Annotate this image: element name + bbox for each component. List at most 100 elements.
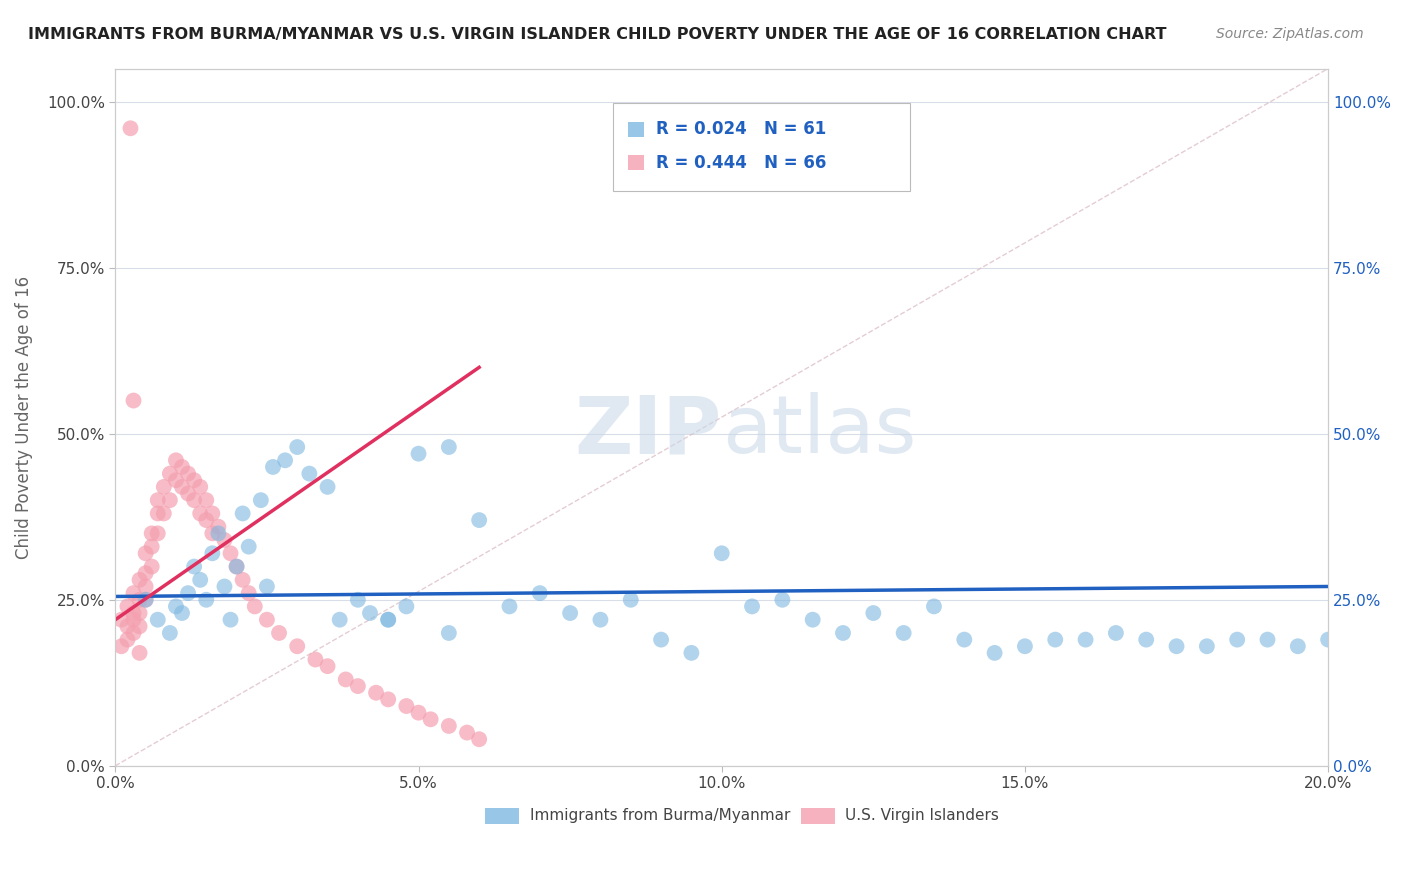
Point (893, 626, 915, 640)
Point (437, 719, 460, 733)
Point (1045, 632, 1067, 647)
Point (141, 540, 163, 554)
Point (232, 507, 254, 521)
Point (437, 626, 460, 640)
Point (159, 626, 181, 640)
Point (165, 599, 187, 614)
Point (801, 613, 824, 627)
Point (408, 706, 430, 720)
Point (1226, 632, 1249, 647)
Point (256, 613, 278, 627)
Point (395, 599, 418, 614)
Point (225, 559, 247, 574)
Point (862, 606, 884, 620)
Point (681, 646, 703, 660)
Point (214, 579, 236, 593)
Point (983, 646, 1005, 660)
Point (419, 712, 441, 726)
Point (238, 586, 260, 600)
Point (195, 493, 218, 508)
Point (219, 613, 242, 627)
Point (274, 453, 297, 467)
Point (214, 533, 236, 547)
Point (141, 559, 163, 574)
Point (122, 626, 145, 640)
Text: R = 0.024   N = 61: R = 0.024 N = 61 (657, 120, 827, 138)
Point (238, 540, 260, 554)
Point (183, 559, 205, 574)
Point (1195, 640, 1218, 654)
Text: U.S. Virgin Islanders: U.S. Virgin Islanders (845, 808, 1000, 823)
Point (1256, 632, 1278, 647)
Point (468, 513, 491, 527)
Point (170, 459, 193, 474)
Point (153, 480, 176, 494)
Point (201, 507, 224, 521)
Point (558, 606, 581, 620)
Point (770, 592, 793, 607)
Point (347, 679, 370, 693)
Point (135, 546, 157, 560)
Y-axis label: Child Poverty Under the Age of 16: Child Poverty Under the Age of 16 (15, 276, 32, 558)
Point (146, 526, 169, 541)
Point (1166, 640, 1188, 654)
Point (128, 619, 150, 633)
Point (122, 393, 145, 408)
Point (335, 673, 357, 687)
Point (146, 507, 169, 521)
Point (285, 440, 308, 454)
Text: IMMIGRANTS FROM BURMA/MYANMAR VS U.S. VIRGIN ISLANDER CHILD POVERTY UNDER THE AG: IMMIGRANTS FROM BURMA/MYANMAR VS U.S. VI… (28, 27, 1167, 42)
Point (243, 599, 266, 614)
Point (201, 526, 224, 541)
Point (207, 526, 229, 541)
Point (128, 646, 150, 660)
Point (159, 467, 181, 481)
Point (437, 440, 460, 454)
Text: R = 0.444   N = 66: R = 0.444 N = 66 (657, 153, 827, 171)
Point (183, 493, 205, 508)
Point (256, 579, 278, 593)
Point (377, 613, 399, 627)
Point (122, 606, 145, 620)
Point (188, 480, 211, 494)
Point (120, 121, 142, 136)
Point (159, 493, 181, 508)
Point (250, 493, 273, 508)
Point (207, 519, 229, 533)
Point (395, 699, 418, 714)
Bar (628, 155, 644, 170)
Point (468, 732, 491, 747)
Point (146, 493, 169, 508)
Point (364, 686, 387, 700)
Point (135, 592, 157, 607)
Point (1286, 640, 1309, 654)
Point (177, 586, 200, 600)
Point (922, 599, 945, 614)
Point (128, 606, 150, 620)
Point (304, 652, 326, 666)
Point (377, 613, 399, 627)
Point (1014, 640, 1036, 654)
Point (165, 473, 187, 487)
Point (117, 619, 139, 633)
Point (456, 725, 478, 739)
Point (620, 592, 643, 607)
Bar (800, 807, 835, 824)
Bar (485, 807, 519, 824)
Point (188, 507, 211, 521)
Point (117, 632, 139, 647)
Point (141, 526, 163, 541)
Point (188, 573, 211, 587)
Text: atlas: atlas (721, 392, 917, 470)
Point (316, 480, 339, 494)
Point (498, 599, 520, 614)
Point (589, 613, 612, 627)
Point (359, 606, 381, 620)
Point (316, 659, 339, 673)
Point (329, 613, 352, 627)
Point (232, 573, 254, 587)
Point (146, 613, 169, 627)
Point (110, 640, 132, 654)
Point (377, 692, 399, 706)
Point (650, 632, 672, 647)
